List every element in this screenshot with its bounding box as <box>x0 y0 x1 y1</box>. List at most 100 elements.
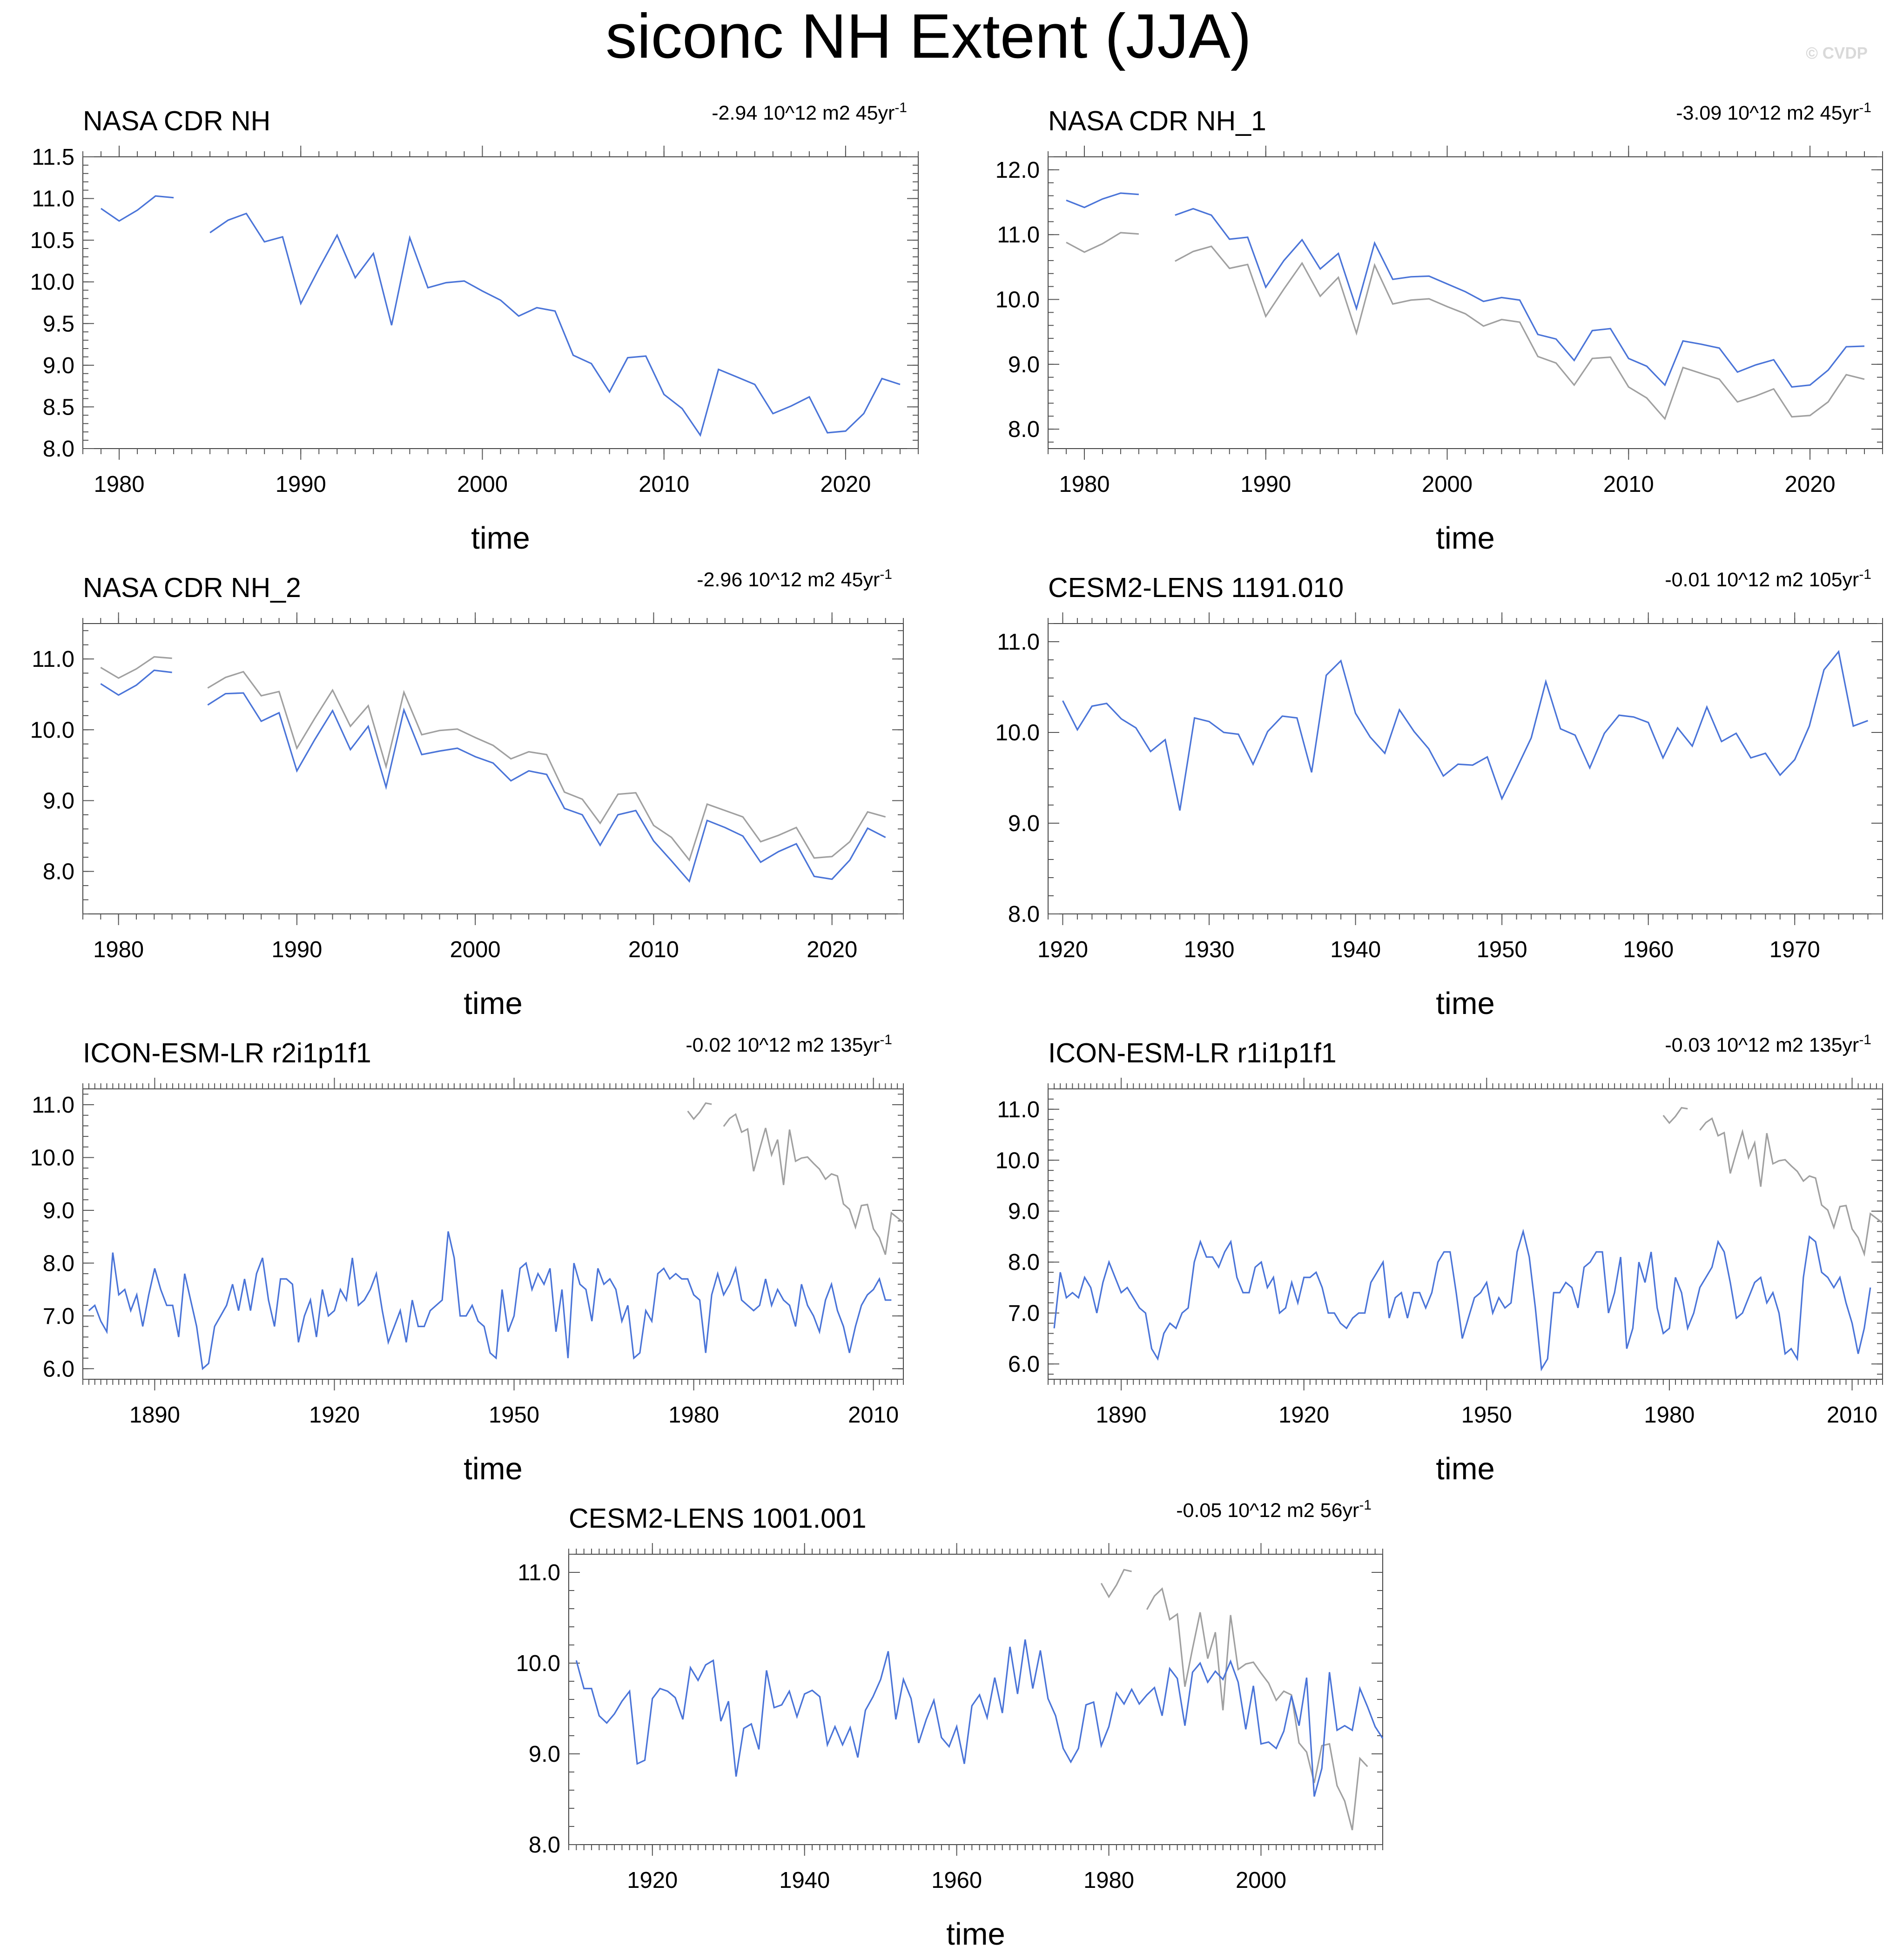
y-tick-label: 8.5 <box>43 395 74 420</box>
model-series-line <box>1062 650 1869 811</box>
observation-series-line <box>1100 1569 1368 1831</box>
observation-series-line <box>687 1102 904 1255</box>
panel-2: 1980 1990 2000 2010 2020 8.0 9.0 10.0 11.0 12.0 NA… <box>995 100 1883 556</box>
panel-5: 1890 1920 1950 1980 2010 6.0 7.0 8.0 9.0 10.0 11.0… <box>30 1032 904 1486</box>
x-tick-label: 2000 <box>457 472 508 497</box>
x-tick-label: 1980 <box>1083 1868 1134 1893</box>
trend-value: -0.01 10^12 m2 105yr <box>1665 569 1859 591</box>
x-tick-label: 1980 <box>1644 1403 1695 1428</box>
x-tick-label: 1990 <box>1240 472 1291 497</box>
plot-frame <box>82 1088 904 1380</box>
trend-exponent: -1 <box>880 1032 892 1047</box>
trend-exponent: -1 <box>880 567 892 582</box>
x-axis-label: time <box>1436 1451 1495 1486</box>
trend-exponent: -1 <box>1859 567 1871 582</box>
trend-value: -2.94 10^12 m2 45yr <box>712 102 895 124</box>
y-tick-label: 9.0 <box>43 353 74 378</box>
x-tick-label: 2020 <box>807 937 857 962</box>
x-axis-label: time <box>1436 521 1495 556</box>
observation-series-line <box>100 656 886 862</box>
model-series-line <box>575 1639 1384 1797</box>
x-tick-label: 2020 <box>820 472 871 497</box>
x-tick-label: 2010 <box>639 472 689 497</box>
y-tick-label: 11.0 <box>518 1560 560 1585</box>
x-tick-label: 2000 <box>450 937 501 962</box>
x-tick-label: 1980 <box>1059 472 1110 497</box>
x-tick-label: 1980 <box>94 472 145 497</box>
panel-title: CESM2-LENS 1191.010 <box>1048 572 1344 603</box>
trend-value: -2.96 10^12 m2 45yr <box>697 569 880 591</box>
figure-title: siconc NH Extent (JJA) <box>605 1 1251 71</box>
y-tick-label: 9.5 <box>43 311 74 336</box>
trend-exponent: -1 <box>1859 1032 1871 1047</box>
y-tick-label: 7.0 <box>43 1304 74 1329</box>
watermark: © CVDP <box>1806 44 1868 62</box>
x-tick-label: 2010 <box>848 1403 899 1428</box>
plot-frame <box>82 623 904 914</box>
x-tick-label: 2010 <box>628 937 679 962</box>
model-series-line <box>1053 1228 1871 1372</box>
y-tick-label: 10.0 <box>516 1651 560 1676</box>
x-tick-label: 2010 <box>1827 1403 1877 1428</box>
y-tick-label: 8.0 <box>1008 417 1040 442</box>
trend-label: -2.96 10^12 m2 45yr-1 <box>697 567 892 591</box>
x-tick-label: 1980 <box>93 937 144 962</box>
trend-label: -3.09 10^12 m2 45yr-1 <box>1676 100 1871 124</box>
trend-label: -0.05 10^12 m2 56yr-1 <box>1176 1497 1372 1522</box>
panel-3: 1980 1990 2000 2010 2020 8.0 9.0 10.0 11.0 NASA C… <box>30 567 904 1021</box>
x-tick-label: 1950 <box>489 1403 539 1428</box>
y-tick-label: 9.0 <box>43 788 74 813</box>
x-tick-label: 2020 <box>1785 472 1836 497</box>
x-tick-label: 1960 <box>1623 937 1674 962</box>
y-tick-label: 8.0 <box>43 859 74 885</box>
x-tick-label: 1950 <box>1461 1403 1512 1428</box>
x-tick-label: 1970 <box>1769 937 1820 962</box>
x-tick-label: 1920 <box>309 1403 360 1428</box>
x-axis-label: time <box>946 1917 1005 1952</box>
panel-title: NASA CDR NH_1 <box>1048 106 1266 136</box>
y-tick-label: 9.0 <box>1008 352 1040 377</box>
y-tick-label: 8.0 <box>1008 902 1040 927</box>
y-tick-label: 11.0 <box>32 187 74 212</box>
x-tick-label: 1990 <box>271 937 322 962</box>
y-tick-label: 8.0 <box>43 1251 74 1276</box>
y-tick-label: 9.0 <box>43 1198 74 1223</box>
trend-exponent: -1 <box>895 100 907 115</box>
panel-4: 1920 1930 1940 1950 1960 1970 8.0 9.0 10.0 11.0 CE… <box>995 567 1883 1021</box>
y-tick-label: 11.0 <box>997 630 1040 655</box>
trend-label: -2.94 10^12 m2 45yr-1 <box>712 100 907 124</box>
y-tick-label: 10.0 <box>995 720 1040 745</box>
y-tick-label: 7.0 <box>1008 1301 1040 1326</box>
panel-title: ICON-ESM-LR r2i1p1f1 <box>83 1038 371 1068</box>
y-tick-label: 10.0 <box>30 718 74 743</box>
plot-frame <box>1048 1088 1883 1380</box>
panel-title: NASA CDR NH <box>83 106 270 136</box>
model-series-line <box>88 1231 892 1370</box>
trend-exponent: -1 <box>1359 1497 1372 1513</box>
y-tick-label: 11.0 <box>997 1097 1040 1122</box>
y-tick-label: 8.0 <box>529 1832 560 1858</box>
x-tick-label: 1890 <box>129 1403 180 1428</box>
y-tick-label: 6.0 <box>1008 1352 1040 1377</box>
trend-value: -0.02 10^12 m2 135yr <box>686 1034 880 1056</box>
observation-series-line <box>1662 1107 1883 1257</box>
y-tick-label: 9.0 <box>529 1742 560 1767</box>
trend-label: -0.02 10^12 m2 135yr-1 <box>686 1032 892 1056</box>
trend-label: -0.03 10^12 m2 135yr-1 <box>1665 1032 1871 1056</box>
y-tick-label: 11.0 <box>32 1093 74 1118</box>
y-tick-label: 10.0 <box>995 1148 1040 1173</box>
panel-title: ICON-ESM-LR r1i1p1f1 <box>1048 1038 1337 1068</box>
panel-7: 1920 1940 1960 1980 2000 8.0 9.0 10.0 11.0 CESM2-… <box>516 1497 1384 1952</box>
panel-1: 1980 1990 2000 2010 2020 8.0 8.5 9.0 9.5 10.0 10.5… <box>30 100 919 556</box>
panels: 1980 1990 2000 2010 2020 8.0 8.5 9.0 9.5 10.0 10.5… <box>30 100 1883 1952</box>
y-tick-label: 11.0 <box>997 222 1040 248</box>
panel-title: CESM2-LENS 1001.001 <box>569 1503 867 1534</box>
x-axis-label: time <box>464 1451 523 1486</box>
y-tick-label: 9.0 <box>1008 811 1040 836</box>
x-tick-label: 1940 <box>1330 937 1381 962</box>
y-tick-label: 9.0 <box>1008 1199 1040 1224</box>
plot-frame <box>1048 156 1883 449</box>
model-series-line <box>101 195 901 437</box>
y-tick-label: 10.0 <box>30 270 74 295</box>
model-series-line <box>100 669 886 883</box>
